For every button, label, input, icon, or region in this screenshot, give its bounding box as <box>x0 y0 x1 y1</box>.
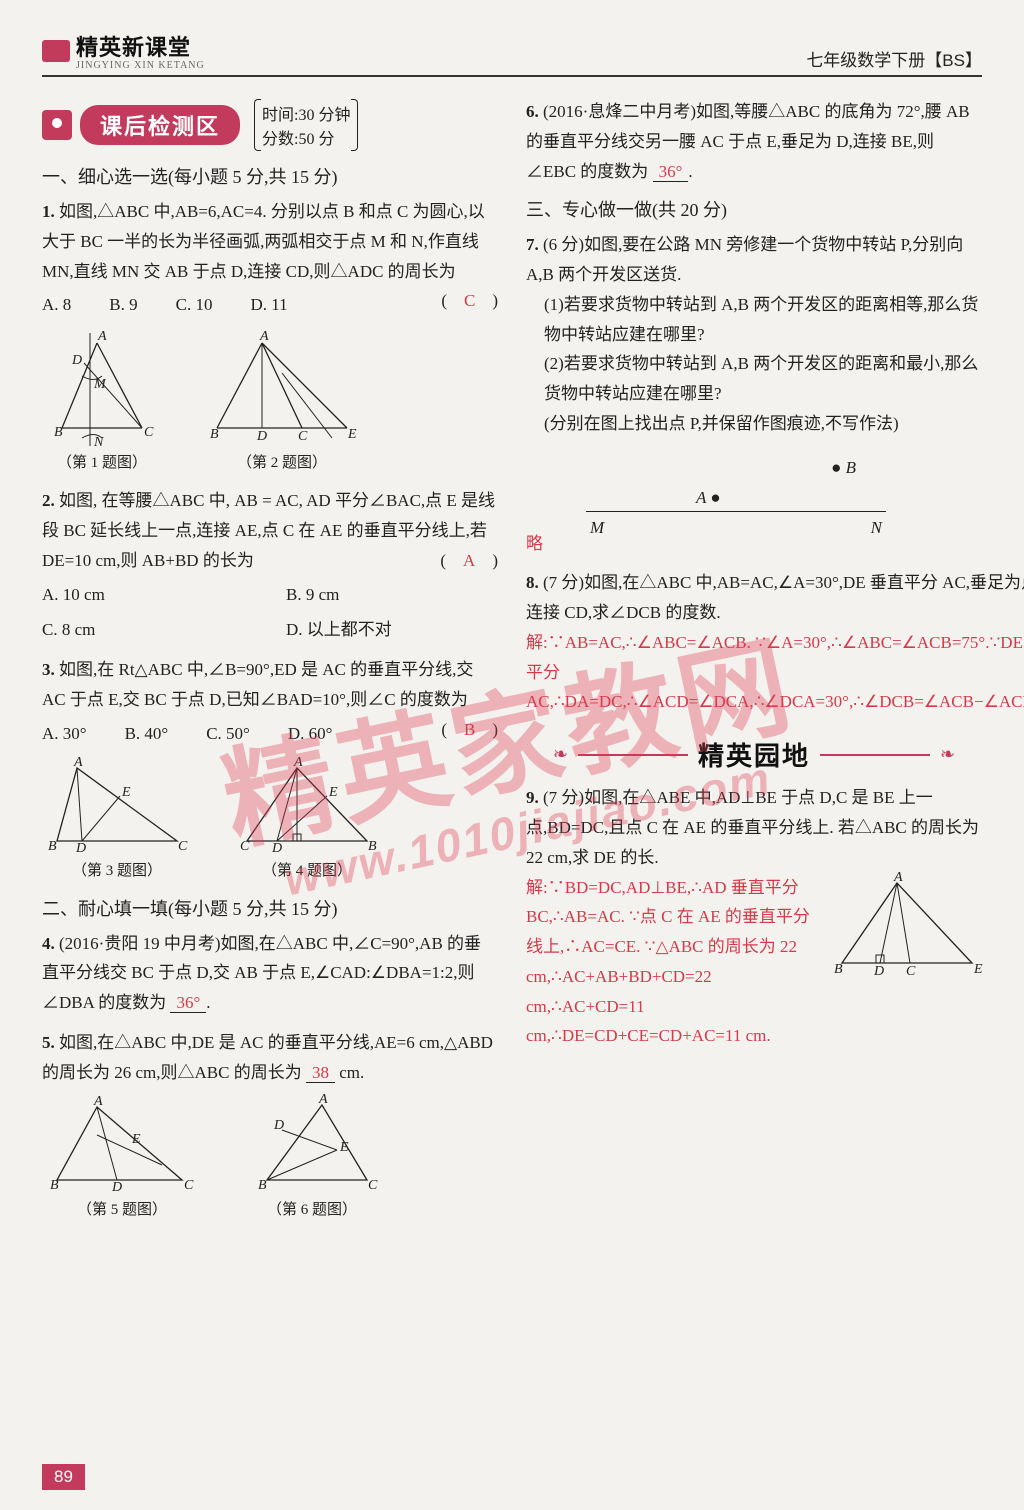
q5-figure: AB DC E （第 5 题图） <box>42 1095 202 1223</box>
part2-heading: 二、耐心填一填(每小题 5 分,共 15 分) <box>42 895 498 921</box>
svg-text:B: B <box>210 427 219 442</box>
svg-text:N: N <box>93 435 104 450</box>
question-4: 4. (2016·贵阳 19 中月考)如图,在△ABC 中,∠C=90°,AB … <box>42 929 498 1018</box>
brand-pinyin: JINGYING XIN KETANG <box>76 60 205 71</box>
page-header: 精英新课堂 JINGYING XIN KETANG 七年级数学下册【BS】 <box>42 30 982 77</box>
garden-header: ❧ 精英园地 ❧ <box>526 736 982 773</box>
flourish-right-icon: ❧ <box>940 744 955 765</box>
question-3: 3. 如图,在 Rt△ABC 中,∠B=90°,ED 是 AC 的垂直平分线,交… <box>42 655 498 885</box>
q8-solution: 解:∵AB=AC,∴∠ABC=∠ACB. ∵∠A=30°,∴∠ABC=∠ACB=… <box>526 628 1024 717</box>
svg-text:A: A <box>259 329 269 344</box>
svg-text:E: E <box>131 1132 141 1147</box>
time-score-box: 时间:30 分钟分数:50 分 <box>254 99 358 151</box>
camera-icon <box>42 110 72 140</box>
svg-text:A: A <box>293 755 303 770</box>
section-test-header: 课后检测区 时间:30 分钟分数:50 分 <box>42 99 498 151</box>
brand-block: 精英新课堂 JINGYING XIN KETANG <box>42 30 205 71</box>
svg-text:B: B <box>834 962 843 977</box>
q5-answer: 38 <box>306 1063 335 1083</box>
q2-options: A. 10 cmB. 9 cm C. 8 cmD. 以上都不对 <box>42 580 498 646</box>
svg-text:E: E <box>328 785 338 800</box>
q7-figure: ● B A ● M N <box>586 453 982 523</box>
brand-name: 精英新课堂 <box>76 30 205 62</box>
q1-answer: C <box>464 291 475 310</box>
svg-text:D: D <box>271 841 282 856</box>
q6-answer: 36° <box>653 162 689 182</box>
header-right: 七年级数学下册【BS】 <box>806 46 982 71</box>
svg-text:D: D <box>71 353 82 368</box>
svg-text:C: C <box>906 964 916 979</box>
svg-text:C: C <box>240 839 250 854</box>
right-column: 6. (2016·息烽二中月考)如图,等腰△ABC 的底角为 72°,腰 AB … <box>526 91 982 1234</box>
svg-text:C: C <box>144 425 154 440</box>
question-1: 1. 如图,△ABC 中,AB=6,AC=4. 分别以点 B 和点 C 为圆心,… <box>42 197 498 476</box>
q3-figure: AB DC E （第 3 题图） <box>42 756 192 884</box>
q4-figure: AC DB E （第 4 题图） <box>232 756 382 884</box>
svg-text:C: C <box>184 1178 194 1193</box>
svg-text:B: B <box>50 1178 59 1193</box>
q3-options: A. 30°B. 40°C. 50°D. 60° <box>42 719 441 749</box>
question-6: 6. (2016·息烽二中月考)如图,等腰△ABC 的底角为 72°,腰 AB … <box>526 97 982 186</box>
svg-text:E: E <box>347 427 357 442</box>
svg-text:A: A <box>893 870 903 885</box>
svg-text:D: D <box>75 841 86 856</box>
svg-text:E: E <box>121 785 131 800</box>
q2-answer: A <box>463 551 475 570</box>
q3-answer: B <box>464 720 475 739</box>
q9-figure: A B D C E <box>832 873 982 980</box>
left-column: 课后检测区 时间:30 分钟分数:50 分 一、细心选一选(每小题 5 分,共 … <box>42 91 498 1234</box>
question-5: 5. 如图,在△ABC 中,DE 是 AC 的垂直平分线,AE=6 cm,△AB… <box>42 1028 498 1224</box>
svg-text:C: C <box>368 1178 378 1193</box>
part3-heading: 三、专心做一做(共 20 分) <box>526 196 982 222</box>
part1-heading: 一、细心选一选(每小题 5 分,共 15 分) <box>42 163 498 189</box>
page-number: 89 <box>42 1464 85 1490</box>
q1-figure: AD BC MN （第 1 题图） <box>42 328 162 476</box>
svg-text:B: B <box>48 839 57 854</box>
svg-text:E: E <box>339 1140 349 1155</box>
question-9: 9. (7 分)如图,在△ABE 中,AD⊥BE 于点 D,C 是 BE 上一点… <box>526 783 982 1051</box>
svg-text:D: D <box>256 429 267 444</box>
svg-text:D: D <box>111 1180 122 1195</box>
svg-text:A: A <box>93 1094 103 1109</box>
q6-figure: AB CD E （第 6 题图） <box>242 1095 382 1223</box>
svg-text:C: C <box>298 429 308 444</box>
svg-text:A: A <box>73 755 83 770</box>
svg-text:D: D <box>273 1118 284 1133</box>
svg-text:D: D <box>873 964 884 979</box>
svg-text:B: B <box>54 425 63 440</box>
q4-answer: 36° <box>170 993 206 1013</box>
section-title: 课后检测区 <box>80 105 240 145</box>
q2-figure: AB DC E （第 2 题图） <box>202 328 362 476</box>
question-2: 2. 如图, 在等腰△ABC 中, AB = AC, AD 平分∠BAC,点 E… <box>42 486 498 645</box>
q9-solution: 解:∵BD=DC,AD⊥BE,∴AD 垂直平分 BC,∴AB=AC. ∵点 C … <box>526 873 822 1052</box>
q1-options: A. 8B. 9C. 10D. 11 <box>42 290 441 320</box>
svg-text:C: C <box>178 839 188 854</box>
svg-text:A: A <box>318 1092 328 1107</box>
question-8: 8. (7 分)如图,在△ABC 中,AB=AC,∠A=30°,DE 垂直平分 … <box>526 568 982 720</box>
flourish-left-icon: ❧ <box>553 744 568 765</box>
svg-text:B: B <box>258 1178 267 1193</box>
svg-text:E: E <box>973 962 983 977</box>
svg-text:M: M <box>93 377 107 392</box>
svg-text:B: B <box>368 839 377 854</box>
question-7: 7. (6 分)如图,要在公路 MN 旁修建一个货物中转站 P,分别向 A,B … <box>526 230 982 558</box>
brand-icon <box>42 40 70 62</box>
svg-text:A: A <box>97 329 107 344</box>
